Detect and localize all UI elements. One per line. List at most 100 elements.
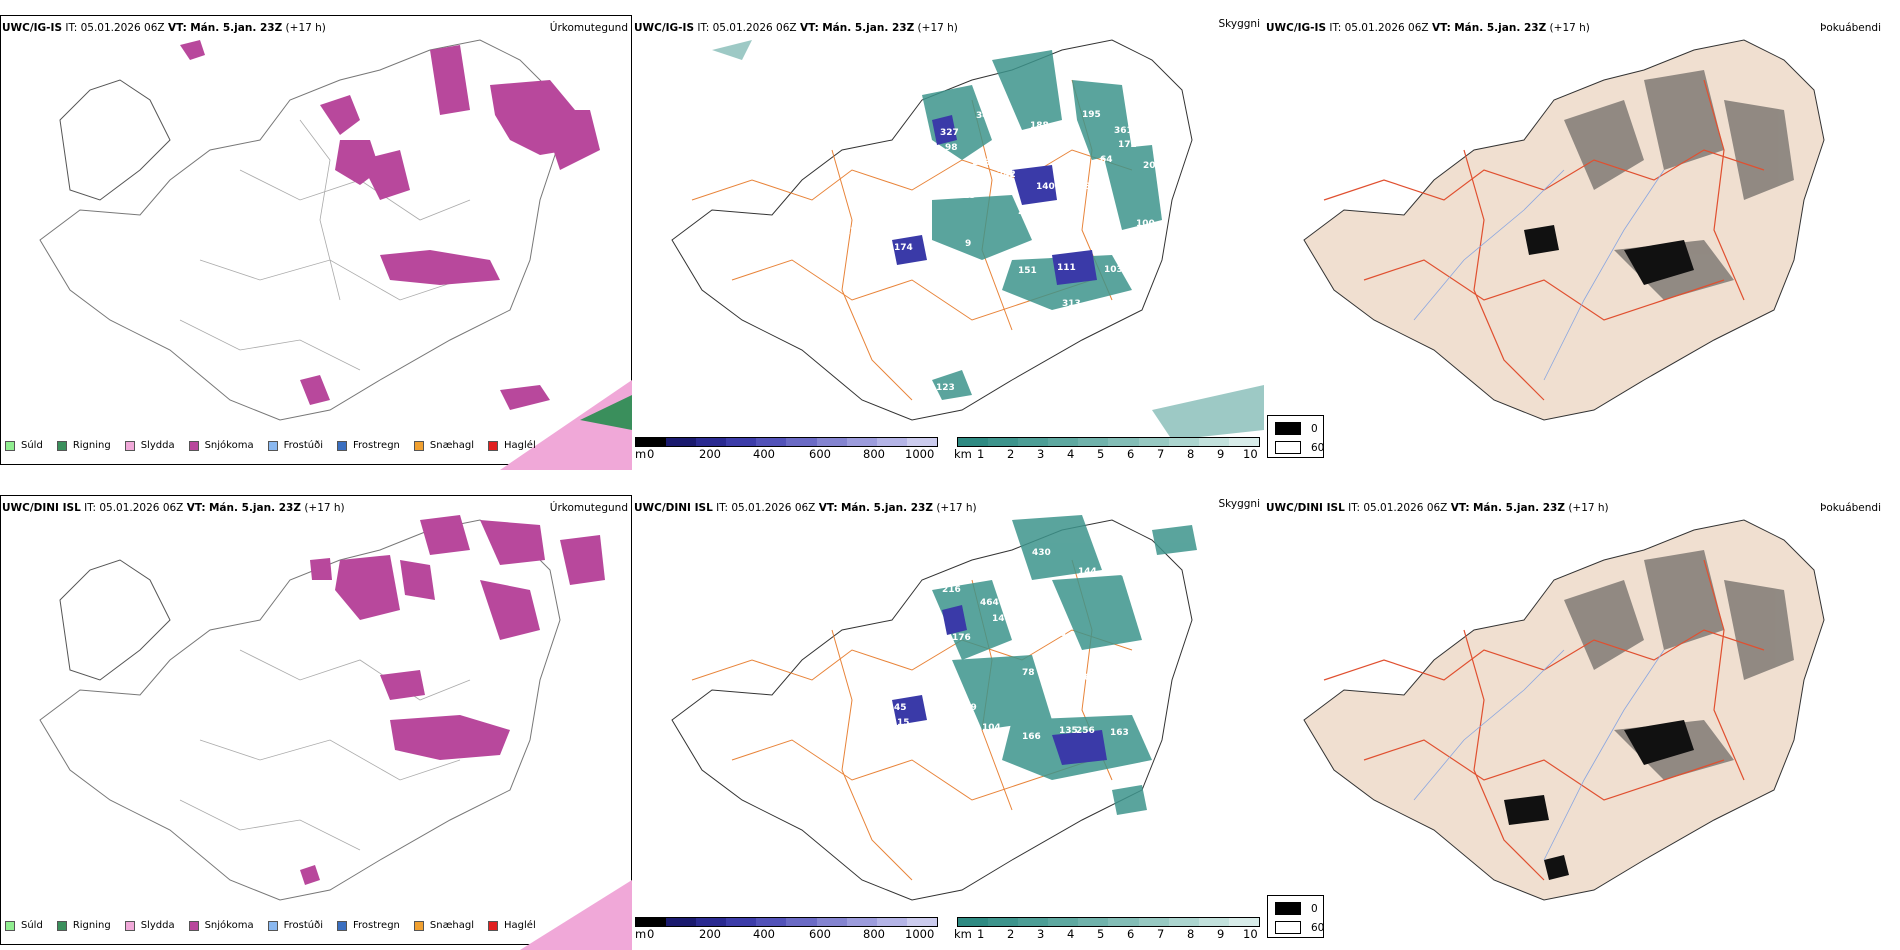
colorbar-tick: 8 bbox=[1187, 447, 1195, 461]
colorbar-cell bbox=[696, 438, 727, 446]
cloud-label: 181 bbox=[962, 179, 981, 189]
cloud-label: 9 bbox=[965, 239, 971, 249]
colorbar-tick: 800 bbox=[863, 927, 885, 941]
colorbar-tick: 2 bbox=[1007, 447, 1015, 461]
cloud-visibility-panel-ig: UWC/IG-IS IT: 05.01.2026 06Z VT: Mán. 5.… bbox=[632, 0, 1264, 470]
cloud-label: 135 bbox=[1059, 726, 1078, 736]
colorbar-tick: 400 bbox=[753, 927, 775, 941]
cloud-label: 139 bbox=[943, 251, 962, 261]
cloud-label: 176 bbox=[952, 633, 971, 643]
colorbar-unit: m bbox=[635, 927, 647, 941]
cloud-label: 45 bbox=[894, 703, 907, 713]
cloud-label: 464 bbox=[980, 598, 999, 608]
legend-swatch bbox=[488, 440, 499, 451]
cloud-map: 430 144 76 148 216 464 147 82 176 146 78… bbox=[671, 515, 1197, 901]
cloud-map: 327 341 188 195 361 98 273 242 172 64 20… bbox=[671, 39, 1264, 440]
cloud-label: 64 bbox=[1100, 155, 1113, 165]
fog-map bbox=[1303, 39, 1825, 421]
cloud-label: 140 bbox=[1036, 182, 1055, 192]
colorbar-cell bbox=[988, 918, 1019, 926]
fog-scale-min: 60 bbox=[1275, 441, 1324, 454]
legend-item: Slydda bbox=[124, 440, 175, 451]
cloud-label: 247 bbox=[1018, 207, 1037, 217]
fog-scale-legend: 0 60 bbox=[1267, 895, 1324, 938]
cloud-label: 147 bbox=[992, 614, 1011, 624]
panel-title: Þokuábendi bbox=[1820, 22, 1881, 34]
colorbar-cell bbox=[1138, 918, 1169, 926]
cloud-label: 151 bbox=[1018, 266, 1037, 276]
panel-header: UWC/DINI ISL IT: 05.01.2026 06Z VT: Mán.… bbox=[1266, 502, 1609, 514]
legend-item: Súld bbox=[5, 920, 43, 931]
cloud-label: 276 bbox=[1142, 717, 1161, 727]
panel-header: UWC/IG-IS IT: 05.01.2026 06Z VT: Mán. 5.… bbox=[1266, 22, 1590, 34]
colorbar-cell bbox=[906, 438, 937, 446]
cloud-label: 361 bbox=[1114, 126, 1133, 136]
cloud-label: 341 bbox=[976, 111, 995, 121]
legend-swatch bbox=[413, 440, 424, 451]
cloud-label: 76 bbox=[1120, 569, 1133, 579]
visibility-colorbar: km 1 2 3 4 5 6 7 8 9 10 bbox=[954, 437, 1260, 461]
visibility-colorbar-cells bbox=[957, 917, 1260, 927]
colorbar-tick: 0 bbox=[647, 447, 655, 461]
height-colorbar-cells bbox=[635, 917, 938, 927]
cloud-label: 430 bbox=[1032, 548, 1051, 558]
colorbar-tick: 7 bbox=[1157, 447, 1165, 461]
precip-type-panel-ig: UWC/IG-IS IT: 05.01.2026 06Z VT: Mán. 5.… bbox=[0, 0, 632, 470]
cloud-label: 123 bbox=[936, 383, 955, 393]
cloud-label: 313 bbox=[1062, 299, 1081, 309]
cloud-label: 148 bbox=[1134, 589, 1153, 599]
panel-header: UWC/IG-IS IT: 05.01.2026 06Z VT: Mán. 5.… bbox=[634, 22, 958, 34]
colorbar-cell bbox=[958, 438, 989, 446]
legend-swatch bbox=[56, 920, 67, 931]
colorbar-unit: m bbox=[635, 447, 647, 461]
colorbar-cell bbox=[1108, 438, 1139, 446]
colorbar-cell bbox=[1078, 438, 1109, 446]
colorbar-cell bbox=[876, 918, 907, 926]
cloud-label: 172 bbox=[1118, 140, 1137, 150]
cloud-label: 78 bbox=[1022, 668, 1035, 678]
legend-item: Snjókoma bbox=[188, 920, 254, 931]
legend-swatch bbox=[124, 920, 135, 931]
colorbar-tick: 6 bbox=[1127, 927, 1135, 941]
colorbar-cell bbox=[1198, 918, 1229, 926]
legend-item: Frostregn bbox=[337, 920, 400, 931]
legend-item: Haglél bbox=[488, 920, 536, 931]
colorbar-tick: 200 bbox=[699, 927, 721, 941]
panel-header: UWC/DINI ISL IT: 05.01.2026 06Z VT: Mán.… bbox=[634, 502, 977, 514]
colorbar-cell bbox=[1138, 438, 1169, 446]
fog-scale-max: 0 bbox=[1275, 422, 1318, 435]
colorbar-cell bbox=[876, 438, 907, 446]
legend-item: Rigning bbox=[56, 920, 111, 931]
colorbar-cell bbox=[906, 918, 937, 926]
colorbar-cell bbox=[1228, 438, 1259, 446]
colorbar-tick: 6 bbox=[1127, 447, 1135, 461]
precip-type-panel-dini: UWC/DINI ISL IT: 05.01.2026 06Z VT: Mán.… bbox=[0, 480, 632, 950]
colorbar-cell bbox=[696, 918, 727, 926]
colorbar-cell bbox=[786, 918, 817, 926]
colorbar-tick: 800 bbox=[863, 447, 885, 461]
colorbar-tick: 2 bbox=[1007, 927, 1015, 941]
legend-item: Slydda bbox=[124, 920, 175, 931]
cloud-label: 163 bbox=[1110, 728, 1129, 738]
legend-item: Snæhagl bbox=[413, 920, 474, 931]
colorbar-unit: km bbox=[954, 927, 972, 941]
cloud-label: 61 bbox=[1084, 673, 1097, 683]
colorbar-cell bbox=[666, 918, 697, 926]
colorbar-cell bbox=[1018, 438, 1049, 446]
colorbar-cell bbox=[1168, 918, 1199, 926]
colorbar-tick: 7 bbox=[1157, 927, 1165, 941]
colorbar-tick: 1 bbox=[977, 447, 985, 461]
colorbar-cell bbox=[1168, 438, 1199, 446]
precip-legend: Súld Rigning Slydda Snjókoma Frostúði Fr… bbox=[5, 440, 550, 451]
cloud-label: 195 bbox=[1082, 110, 1101, 120]
colorbar-cell bbox=[1048, 438, 1079, 446]
colorbar-tick: 200 bbox=[699, 447, 721, 461]
cloud-visibility-panel-dini: UWC/DINI ISL IT: 05.01.2026 06Z VT: Mán.… bbox=[632, 480, 1264, 950]
panel-title: Þokuábendi bbox=[1820, 502, 1881, 514]
legend-swatch bbox=[488, 920, 499, 931]
colorbar-tick: 3 bbox=[1037, 927, 1045, 941]
colorbar-tick: 10 bbox=[1243, 447, 1258, 461]
precip-map bbox=[39, 515, 632, 950]
colorbar-unit: km bbox=[954, 447, 972, 461]
legend-item: Rigning bbox=[56, 440, 111, 451]
